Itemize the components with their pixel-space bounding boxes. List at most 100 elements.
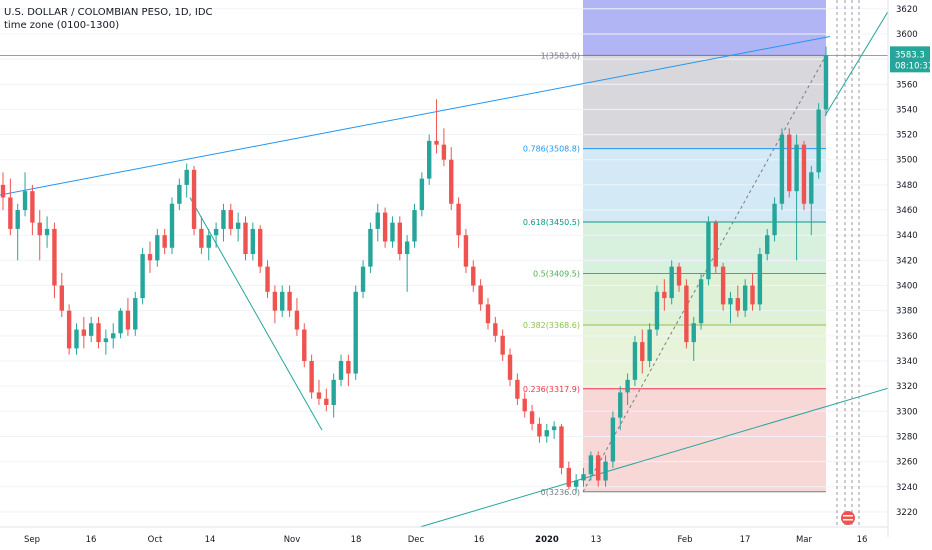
y-tick-label: 3220 (896, 508, 918, 518)
x-tick-label: Dec (408, 535, 425, 545)
fib-band (583, 55, 826, 149)
trend-lines (0, 0, 896, 528)
candle-body (133, 298, 138, 330)
fib-level-label: 0.5(3409.5) (533, 270, 580, 279)
lower-channel-line (419, 385, 896, 528)
y-tick-label: 3380 (896, 307, 918, 317)
candle-body (390, 222, 395, 242)
candle-body (199, 228, 204, 248)
candle-body (37, 222, 42, 236)
candle-body (316, 392, 322, 399)
candle-body (698, 279, 704, 324)
candle-body (309, 360, 314, 393)
fib-band-top (583, 0, 826, 56)
event-flag-icon (841, 511, 855, 525)
candle-body (302, 329, 307, 361)
y-tick-label: 3280 (896, 432, 918, 442)
candle-body (397, 222, 403, 255)
candle-body (632, 342, 638, 380)
candle-body (581, 474, 586, 481)
candle-body (449, 159, 454, 204)
candle-body (96, 323, 101, 343)
y-tick-label: 3300 (896, 407, 918, 417)
y-tick-label: 3500 (896, 156, 918, 166)
y-tick-label: 3260 (896, 458, 918, 468)
candle-body (250, 228, 256, 255)
price-axis-bg (888, 0, 932, 550)
candle-body (471, 266, 476, 286)
fib-band (583, 388, 826, 492)
y-tick-label: 3480 (896, 181, 918, 191)
candle-body (257, 228, 263, 267)
candle-body (213, 228, 219, 236)
y-tick-label: 3540 (896, 105, 918, 115)
x-tick-label: Oct (148, 535, 163, 545)
candle-body (287, 291, 292, 311)
candle-body (103, 338, 109, 343)
candle-body (787, 134, 792, 192)
candle-body (184, 169, 189, 185)
candle-body (88, 323, 94, 336)
y-tick-label: 3400 (896, 282, 918, 292)
candle-body (147, 254, 153, 261)
y-tick-label: 3440 (896, 231, 918, 241)
candle-body (353, 291, 358, 374)
candle-body (140, 254, 145, 299)
x-tick-label: Sep (24, 535, 40, 545)
candle-body (44, 228, 50, 236)
y-tick-label: 3560 (896, 80, 918, 90)
candle-body (324, 398, 329, 405)
y-tick-label: 3340 (896, 357, 918, 367)
candle-body (456, 203, 461, 236)
x-tick-label: Nov (284, 535, 301, 545)
fib-level-label: 0.786(3508.8) (523, 145, 580, 154)
candle-body (735, 298, 741, 311)
y-tick-label: 3520 (896, 131, 918, 141)
candle-body (478, 285, 483, 305)
candle-body (640, 342, 645, 361)
candle-body (647, 329, 652, 361)
candle-body (22, 191, 28, 211)
candle-body (500, 335, 505, 355)
candle-body (338, 360, 344, 380)
candle-body (177, 184, 182, 204)
x-tick-label: 14 (205, 535, 216, 545)
candle-body (816, 109, 821, 173)
y-tick-label: 3320 (896, 382, 918, 392)
candle-body (566, 467, 572, 487)
candle-body (618, 392, 623, 418)
candle-body (169, 203, 175, 248)
candle-body (485, 304, 491, 324)
candle-body (515, 379, 520, 399)
candle-body (74, 329, 79, 349)
candle-body (662, 291, 667, 299)
candle-body (809, 172, 814, 204)
fib-diagonal (582, 55, 827, 493)
candle-body (750, 285, 755, 305)
candle-body (713, 222, 718, 267)
price-gridlines (0, 8, 888, 513)
y-tick-label: 3460 (896, 206, 918, 216)
last-price-label: 3583.3 (895, 50, 925, 60)
flag-circle (841, 511, 855, 525)
candle-body (610, 417, 616, 462)
candle-body (772, 203, 777, 236)
x-tick-label: 2020 (535, 535, 559, 545)
candle-body (162, 235, 167, 248)
fib-level-label: 0.236(3317.9) (523, 385, 580, 394)
candle-body (206, 235, 211, 248)
candle-body (551, 426, 557, 431)
candle-body (404, 241, 410, 255)
candle-body (265, 266, 270, 292)
candle-body (360, 266, 366, 292)
candle-body (544, 430, 549, 437)
candle-body (691, 323, 696, 343)
x-tick-label: 16 (86, 535, 97, 545)
candle-body (30, 191, 35, 223)
candle-body (221, 210, 226, 229)
x-tick-label: 16 (474, 535, 485, 545)
candle-body (603, 461, 608, 481)
countdown-label: 08:10:31 (895, 61, 932, 71)
candle-body (382, 212, 388, 242)
